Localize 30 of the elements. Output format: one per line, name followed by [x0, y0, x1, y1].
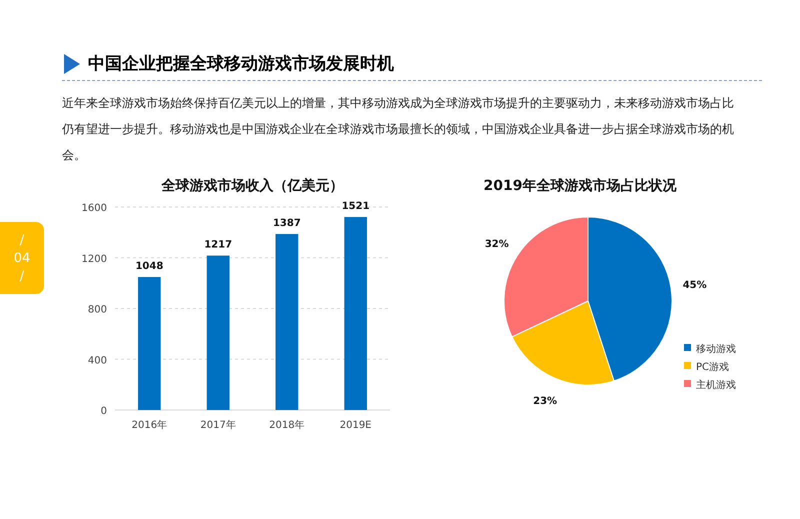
- x-tick-label: 2018年: [269, 419, 305, 431]
- legend-label: 主机游戏: [696, 379, 736, 391]
- chart-title: 全球游戏市场收入（亿美元）: [160, 177, 344, 194]
- text: /: [18, 268, 26, 286]
- text: 中国企业把握全球移动游戏市场发展时机: [88, 53, 394, 75]
- legend-label: 移动游戏: [696, 343, 736, 355]
- y-tick-label: 800: [88, 304, 107, 316]
- text: /: [18, 232, 26, 250]
- x-tick-label: 2019E: [340, 420, 372, 431]
- data-label: 32%: [484, 239, 509, 250]
- text: 04: [12, 250, 32, 268]
- legend-label: PC游戏: [696, 361, 730, 373]
- data-label: 45%: [682, 280, 707, 292]
- x-tick-label: 2016年: [132, 419, 168, 431]
- data-label: 1048: [135, 261, 164, 272]
- y-tick-label: 1200: [82, 254, 107, 265]
- data-label: 1387: [272, 218, 301, 230]
- y-tick-label: 0: [100, 406, 107, 417]
- chart-title: 2019年全球游戏市场占比状况: [484, 177, 678, 194]
- data-label: 1217: [204, 240, 232, 251]
- data-label: 23%: [533, 396, 558, 408]
- bar: [206, 256, 230, 410]
- bar: [276, 234, 298, 410]
- data-label: 1521: [342, 201, 370, 212]
- text: 近年来全球游戏市场始终保持百亿美元以上的增量，其中移动游戏成为全球游戏市场提升的主要驱动力，未来移动游戏市场占比仍有望进一步提升。移动游戏也是中国游戏企业在全球游戏市场最擅长的领域，中国游戏企业具备进一步占据全球游戏市场的机会。: [62, 95, 735, 164]
- bar: [344, 217, 367, 410]
- bar: [138, 277, 161, 410]
- y-tick-label: 400: [88, 355, 107, 366]
- y-tick-label: 1600: [82, 203, 107, 214]
- x-tick-label: 2017年: [200, 419, 236, 431]
